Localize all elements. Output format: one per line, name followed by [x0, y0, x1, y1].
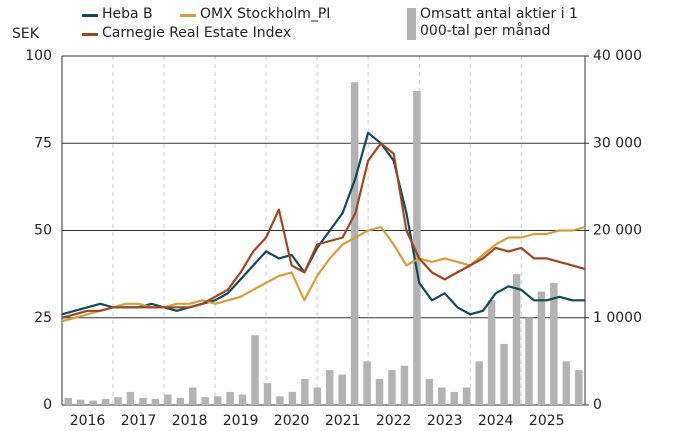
y-tick-label: 0	[43, 397, 52, 413]
volume-bar	[413, 90, 421, 406]
x-tick-label: 2016	[70, 413, 106, 429]
volume-bar	[575, 370, 583, 405]
volume-bar	[388, 370, 396, 405]
y-tick-label: 75	[34, 135, 52, 151]
volume-bar	[263, 383, 272, 405]
x-tick-label: 2025	[529, 413, 565, 429]
y-tick-label: 50	[34, 223, 52, 239]
volume-bar	[139, 398, 147, 405]
volume-bar	[425, 378, 434, 405]
y2-tick-label: 1 0000	[593, 310, 642, 326]
legend-entry: Omsatt antal aktier i 1 000-tal per måna…	[407, 6, 588, 40]
legend-swatch	[82, 14, 98, 17]
volume-bar	[238, 394, 247, 405]
x-tick-label: 2022	[376, 413, 412, 429]
volume-bar	[64, 398, 72, 405]
volume-bar	[350, 82, 359, 406]
y2-tick-label: 30 000	[593, 135, 642, 151]
volume-bar	[325, 370, 334, 405]
volume-bar	[338, 374, 346, 405]
y-tick-label: 25	[34, 310, 52, 326]
y-axis-label: SEK	[12, 26, 40, 42]
volume-bar	[76, 399, 85, 405]
x-tick-label: 2023	[427, 413, 463, 429]
volume-bar	[251, 335, 259, 405]
legend-swatch	[407, 8, 416, 40]
volume-bar	[114, 397, 122, 405]
volume-bar	[525, 317, 533, 405]
series-line	[61, 131, 585, 316]
volume-bar	[500, 343, 508, 405]
legend-label: Heba B	[102, 6, 153, 22]
volume-bar	[313, 387, 322, 405]
y2-tick-label: 0	[593, 397, 602, 413]
x-tick-label: 2020	[274, 413, 310, 429]
x-tick-label: 2021	[325, 413, 361, 429]
volume-bar	[562, 361, 571, 405]
x-tick-label: 2017	[121, 413, 157, 429]
legend-entry: OMX Stockholm_PI	[180, 6, 330, 23]
volume-bar	[450, 391, 458, 405]
volume-bar	[438, 387, 446, 405]
volume-bar	[226, 391, 234, 405]
volume-bar	[288, 391, 297, 405]
volume-bar	[537, 291, 546, 405]
x-tick-label: 2018	[172, 413, 208, 429]
volume-bar	[213, 396, 222, 405]
volume-bar	[89, 400, 97, 405]
volume-bar	[375, 378, 384, 405]
volume-bar	[475, 361, 483, 405]
lines	[61, 131, 586, 323]
volume-bar	[487, 300, 496, 405]
y2-tick-label: 20 000	[593, 223, 642, 239]
legend-label: Carnegie Real Estate Index	[102, 25, 292, 41]
volume-bar	[363, 361, 371, 405]
y-tick-label: 100	[25, 48, 52, 64]
series-line	[61, 142, 586, 319]
legend-swatch	[180, 14, 196, 17]
volume-bar	[176, 398, 185, 405]
x-tick-label: 2024	[478, 413, 514, 429]
volume-bar	[151, 398, 160, 405]
legend-entry: Carnegie Real Estate Index	[82, 25, 291, 42]
volume-bar	[164, 394, 172, 405]
volume-bar	[201, 397, 209, 405]
volume-bar	[400, 365, 409, 405]
legend-label: OMX Stockholm_PI	[200, 6, 331, 22]
volume-bar	[126, 391, 135, 405]
legend-entry: Heba B	[82, 6, 153, 23]
legend-label: Omsatt antal aktier i 1 000-tal per måna…	[420, 6, 578, 39]
x-tick-label: 2019	[223, 413, 259, 429]
volume-bar	[189, 387, 197, 405]
y2-tick-label: 40 000	[593, 48, 642, 64]
volume-bar	[276, 396, 284, 405]
volume-bar	[512, 274, 521, 405]
volume-bar	[550, 282, 558, 405]
volume-bar	[462, 387, 471, 405]
legend-swatch	[82, 33, 98, 36]
volume-bar	[301, 378, 309, 405]
volume-bar	[101, 398, 110, 405]
